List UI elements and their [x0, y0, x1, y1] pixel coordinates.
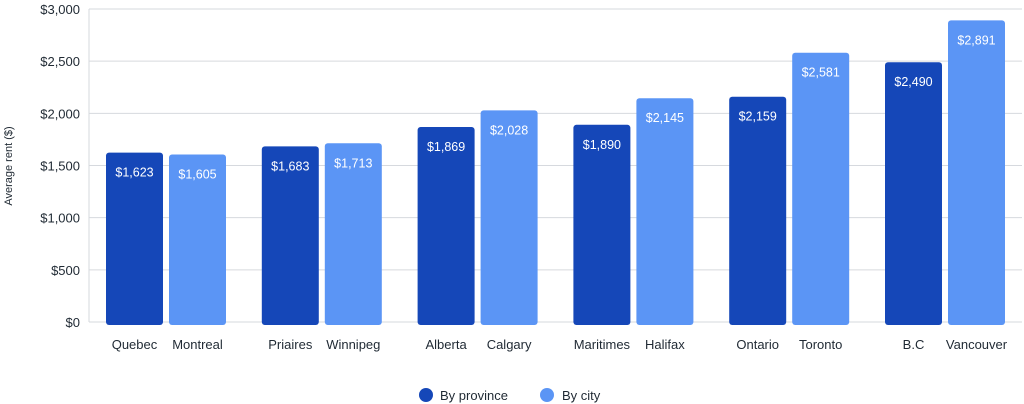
data-label: $1,890	[583, 138, 621, 152]
y-tick-label: $500	[51, 263, 80, 278]
x-category-label: Calgary	[487, 337, 532, 352]
bar-province	[261, 146, 319, 325]
legend-swatch	[419, 388, 433, 402]
legend-label: By city	[562, 388, 601, 403]
x-category-label: Toronto	[799, 337, 842, 352]
y-tick-label: $2,000	[40, 106, 80, 121]
bar-province	[417, 127, 475, 325]
y-tick-label: $0	[66, 315, 80, 330]
bar-province	[729, 96, 787, 326]
bar-city	[792, 52, 850, 325]
data-label: $2,028	[490, 123, 528, 137]
bar-city	[636, 98, 694, 325]
bar-province	[573, 124, 631, 325]
data-label: $1,869	[427, 140, 465, 154]
bar-city	[169, 154, 226, 325]
x-category-label: Priaires	[268, 337, 313, 352]
data-label: $2,145	[646, 111, 684, 125]
bar-city	[948, 20, 1005, 325]
legend-swatch	[540, 388, 554, 402]
x-category-label: Maritimes	[574, 337, 631, 352]
y-tick-label: $2,500	[40, 54, 80, 69]
data-label: $2,891	[957, 33, 995, 47]
x-category-label: Montreal	[172, 337, 223, 352]
x-category-label: Quebec	[112, 337, 158, 352]
x-category-label: Halifax	[645, 337, 685, 352]
data-label: $2,581	[802, 66, 840, 80]
data-label: $1,605	[178, 168, 216, 182]
x-category-label: Winnipeg	[326, 337, 380, 352]
data-label: $1,713	[334, 156, 372, 170]
data-label: $1,623	[115, 166, 153, 180]
data-label: $1,683	[271, 159, 309, 173]
bar-province	[106, 152, 163, 325]
bar-province	[885, 62, 942, 326]
y-tick-label: $1,500	[40, 159, 80, 174]
data-label: $2,159	[739, 110, 777, 124]
x-category-label: Alberta	[425, 337, 467, 352]
x-category-label: B.C	[903, 337, 925, 352]
y-tick-label: $3,000	[40, 2, 80, 17]
x-category-label: Vancouver	[946, 337, 1008, 352]
y-tick-label: $1,000	[40, 211, 80, 226]
bar-city	[480, 110, 538, 325]
data-label: $2,490	[894, 75, 932, 89]
legend-label: By province	[440, 388, 508, 403]
x-category-label: Ontario	[736, 337, 779, 352]
bar-city	[324, 143, 382, 325]
y-axis-title: Average rent ($)	[3, 126, 15, 205]
